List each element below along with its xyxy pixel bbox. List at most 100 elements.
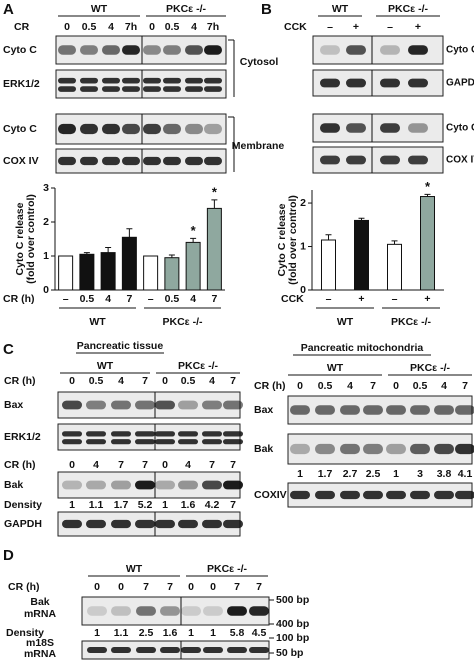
lane-label: 4: [93, 459, 99, 471]
section-title: Pancreatic tissue: [77, 340, 164, 352]
lane-label: 0.5: [82, 21, 97, 33]
band: [204, 77, 222, 84]
lane-label: –: [387, 21, 393, 33]
lane-label: 7: [230, 499, 236, 511]
band: [86, 400, 106, 410]
lane-label: 7: [142, 459, 148, 471]
fraction-label: Membrane: [232, 140, 285, 152]
blot-label: mRNA: [24, 648, 57, 660]
bar: [58, 255, 74, 291]
band: [408, 78, 428, 88]
band: [380, 123, 400, 133]
band: [249, 606, 269, 616]
lane-label: 0: [297, 380, 303, 392]
group-label: WT: [91, 3, 108, 15]
bar: [79, 253, 95, 291]
band: [122, 156, 140, 166]
band: [249, 646, 269, 654]
band: [143, 45, 161, 55]
band: [58, 77, 76, 84]
bar: [354, 219, 369, 291]
band: [434, 490, 454, 500]
lane-label: 4: [185, 459, 191, 471]
band: [202, 519, 222, 529]
band: [143, 156, 161, 166]
bar: [164, 257, 180, 291]
row-label: CR (h): [4, 375, 36, 387]
group-label: PKCε -/-: [166, 3, 206, 15]
error-bar: [105, 247, 112, 253]
blot-label: COX IV: [446, 155, 474, 166]
lane-label: 1.7: [114, 499, 129, 511]
band: [203, 606, 223, 616]
lane-label: 7: [118, 459, 124, 471]
band: [143, 77, 161, 84]
lane-label: 0: [69, 375, 75, 387]
lane-label: 7: [209, 459, 215, 471]
bar: [100, 252, 116, 291]
x-axis-label: CCK: [281, 293, 304, 305]
band: [408, 45, 428, 55]
band: [204, 86, 222, 92]
band: [155, 439, 175, 445]
error-bar: [168, 254, 175, 258]
y-tick-label: 0: [43, 284, 49, 296]
band: [143, 123, 161, 135]
lane-label: 4: [347, 380, 353, 392]
band: [62, 480, 82, 490]
band: [185, 86, 203, 92]
band: [363, 490, 383, 500]
x-tick-label: –: [326, 293, 332, 305]
blot: [55, 69, 227, 99]
size-marker: 50 bp: [276, 647, 303, 659]
band: [410, 443, 430, 455]
lane-label: 7: [234, 581, 240, 593]
band: [340, 443, 360, 455]
group-label: PKCε -/-: [388, 3, 428, 15]
band: [155, 400, 175, 410]
lane-label: 7: [230, 375, 236, 387]
error-bar: [126, 228, 133, 238]
band: [62, 519, 82, 529]
y-axis-label: (fold over control): [25, 194, 37, 284]
bar: [185, 241, 201, 291]
band: [102, 45, 120, 55]
band: [143, 86, 161, 92]
row-label: CR (h): [4, 459, 36, 471]
lane-label: 0: [69, 459, 75, 471]
band: [86, 439, 106, 445]
lane-label: 0.5: [89, 375, 104, 387]
band: [135, 519, 155, 529]
blot-label: GAPDH: [4, 518, 42, 530]
error-bar: [358, 217, 365, 221]
blot: [57, 423, 241, 451]
lane-label: 4: [441, 380, 447, 392]
band: [223, 439, 243, 445]
lane-label: 2.5: [366, 468, 381, 480]
band: [135, 439, 155, 445]
band: [86, 519, 106, 529]
lane-label: +: [353, 21, 359, 33]
lane-label: 0: [64, 21, 70, 33]
lane-label: 2.5: [139, 627, 154, 639]
x-axis-label: CR (h): [3, 293, 35, 305]
y-tick-label: 0: [300, 284, 306, 296]
band: [111, 480, 131, 490]
blot-label: Bax: [4, 399, 23, 411]
lane-label: 4: [191, 21, 197, 33]
bar: [206, 207, 222, 291]
x-tick-label: –: [392, 293, 398, 305]
blot-label: Bax: [254, 404, 273, 416]
band: [455, 443, 474, 455]
band: [178, 431, 198, 437]
band: [58, 123, 76, 135]
lane-label: –: [327, 21, 333, 33]
band: [380, 155, 400, 165]
x-tick-label: 7: [126, 293, 132, 305]
lane-label: 1.1: [114, 627, 129, 639]
error-bar: [325, 234, 332, 240]
band: [223, 431, 243, 437]
band: [202, 431, 222, 437]
lane-label: 2.7: [343, 468, 358, 480]
band: [223, 480, 243, 490]
